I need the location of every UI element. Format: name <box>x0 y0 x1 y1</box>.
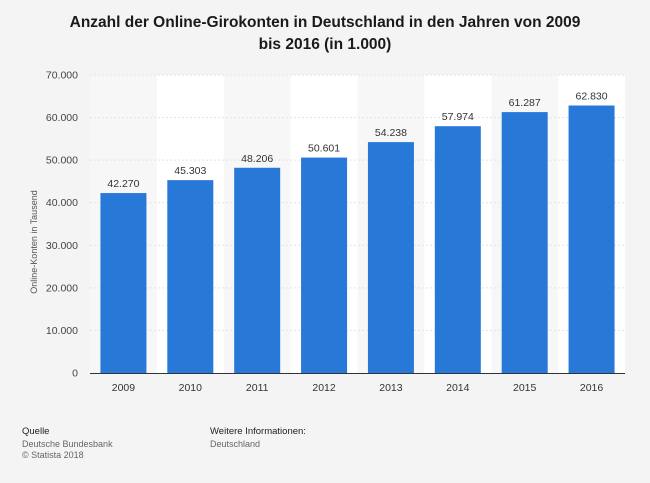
x-tick-label: 2016 <box>580 382 604 394</box>
y-tick-label: 60.000 <box>46 112 78 124</box>
info-label: Weitere Informationen: <box>210 426 306 437</box>
x-tick-label: 2010 <box>179 382 203 394</box>
bar <box>568 105 615 373</box>
bar-value-label: 61.287 <box>509 97 541 109</box>
chart-title-line-2: bis 2016 (in 1.000) <box>258 36 392 53</box>
bar-value-label: 45.303 <box>174 165 206 177</box>
y-tick-label: 10.000 <box>46 325 78 337</box>
chart-title-line-1: Anzahl der Online-Girokonten in Deutschl… <box>69 14 581 31</box>
y-tick-label: 40.000 <box>46 197 78 209</box>
y-tick-label: 30.000 <box>46 240 78 252</box>
y-tick-label: 70.000 <box>46 70 78 82</box>
source-label: Quelle <box>22 426 50 437</box>
bar <box>501 112 548 374</box>
bar-value-label: 50.601 <box>308 143 340 155</box>
x-tick-label: 2012 <box>312 382 336 394</box>
x-tick-label: 2015 <box>513 382 537 394</box>
x-tick-label: 2014 <box>446 382 470 394</box>
x-tick-label: 2013 <box>379 382 403 394</box>
info-value: Deutschland <box>210 439 261 449</box>
bar <box>167 180 214 373</box>
bar <box>367 142 414 373</box>
bar <box>301 157 348 373</box>
x-tick-label: 2011 <box>246 382 269 394</box>
bar-value-label: 62.830 <box>576 91 608 103</box>
y-axis-title: Online-Konten in Tausend <box>29 190 39 293</box>
bar <box>434 126 481 373</box>
bar-value-label: 48.206 <box>241 153 273 165</box>
bar-value-label: 57.974 <box>442 111 474 123</box>
chart-title: Anzahl der Online-Girokonten in Deutschl… <box>0 12 650 56</box>
source-line-2: © Statista 2018 <box>22 450 84 460</box>
bar-value-label: 54.238 <box>375 127 407 139</box>
bar <box>100 193 147 373</box>
bar <box>234 167 281 373</box>
x-tick-label: 2009 <box>112 382 136 394</box>
y-tick-label: 0 <box>72 368 78 380</box>
y-tick-label: 50.000 <box>46 155 78 167</box>
bar-value-label: 42.270 <box>107 178 139 190</box>
y-tick-label: 20.000 <box>46 282 78 294</box>
source-line-1: Deutsche Bundesbank <box>22 439 113 449</box>
